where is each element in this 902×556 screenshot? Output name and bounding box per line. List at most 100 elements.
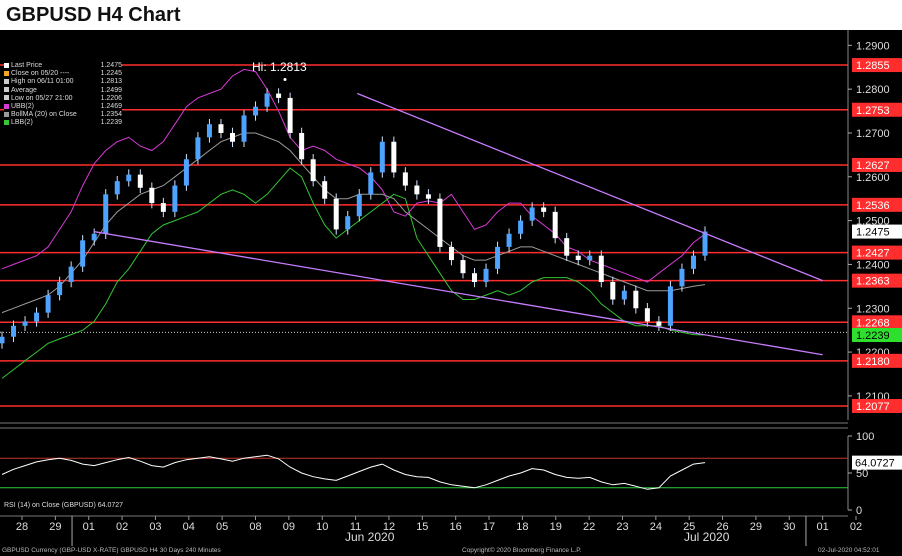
legend-entry-text: Low on 05/27 21:00 (11, 94, 73, 102)
candle-body (564, 238, 570, 256)
legend-entry-label: Average (4, 87, 37, 95)
price-tick-label: 1.2700 (856, 128, 890, 140)
page-title: GBPUSD H4 Chart (0, 0, 902, 30)
footer-center: Copyright© 2020 Bloomberg Finance L.P. (462, 547, 582, 554)
candle-body (506, 233, 512, 247)
candle-body (345, 216, 351, 230)
legend-entry-value: 1.2499 (100, 86, 122, 94)
candle-body (137, 174, 143, 188)
legend-entry-text: UBB(2) (11, 103, 34, 111)
candle-body (103, 194, 109, 234)
footer-right: 02-Jul-2020 04:52:01 (818, 547, 880, 554)
candle-body (368, 172, 374, 195)
legend-entry-label: Low on 05/27 21:00 (4, 95, 73, 103)
lower-bollinger-band (1, 167, 706, 379)
legend-entry-value: 1.2245 (100, 70, 122, 78)
time-tick-label: 17 (483, 521, 495, 533)
candle-body (402, 172, 408, 186)
candle-body (460, 260, 466, 274)
candle-body (218, 124, 224, 133)
time-tick-label: 15 (416, 521, 428, 533)
candle-body (264, 93, 270, 107)
candle-body (183, 159, 189, 186)
time-tick-label: 23 (616, 521, 628, 533)
legend-entry-label: UBB(2) (4, 103, 34, 111)
candle-body (667, 286, 673, 326)
price-level-label: 1.2753 (856, 105, 890, 117)
candle-body (610, 281, 616, 300)
rsi-value-label: 64.0727 (855, 458, 895, 470)
price-level-badge (852, 353, 902, 368)
legend-entry: Close on 05/20 ---- 1.2245 (4, 70, 122, 78)
candle-body (425, 194, 431, 199)
month-label-jun: Jun 2020 (345, 530, 395, 544)
candle-body (621, 290, 627, 300)
candle-body (276, 93, 282, 98)
candle-body (299, 132, 305, 160)
price-level-label: 1.2268 (856, 317, 890, 329)
time-tick-label: 25 (683, 521, 695, 533)
rsi-line (1, 454, 706, 490)
legend-entry-text: Close on 05/20 ---- (11, 70, 70, 78)
chart-legend: Last Price 1.2475 Close on 05/20 ---- 1.224… (4, 62, 122, 128)
legend-entry-value: 1.2206 (100, 94, 122, 102)
legend-entry-value: 1.2469 (100, 103, 122, 111)
month-label-jul: Jul 2020 (684, 530, 730, 544)
legend-entry-text: LBB(2) (11, 119, 33, 127)
candle-body (518, 220, 524, 234)
footer: GBPUSD Currency (GBP-USD X-RATE) GBPUSD … (0, 547, 902, 556)
candle-body (495, 246, 501, 269)
legend-entry: Last Price 1.2475 (4, 62, 122, 70)
legend-entry: Average 1.2499 (4, 87, 122, 95)
gbpusd-h4-chart: 1.29001.28001.27001.26001.25001.24001.23… (0, 30, 902, 546)
price-tick-label: 1.2600 (856, 172, 890, 184)
time-tick-label: 30 (783, 521, 795, 533)
price-level-badge (852, 315, 902, 330)
candle-body (57, 281, 63, 296)
candle-body (80, 240, 86, 267)
legend-swatch (4, 120, 9, 126)
legend-entry-label: High on 06/11 01:00 (4, 78, 74, 86)
time-tick-label: 22 (583, 521, 595, 533)
candle-body (0, 336, 5, 344)
candle-body (483, 268, 489, 282)
legend-entry: BollMA (20) on Close 1.2354 (4, 111, 122, 119)
legend-entry: High on 06/11 01:00 1.2813 (4, 78, 122, 86)
legend-entry-value: 1.2813 (100, 78, 122, 86)
bollinger-moving-average (1, 132, 706, 314)
price-tick-label: 1.2800 (856, 84, 890, 96)
price-tick-label: 1.2900 (856, 40, 890, 52)
legend-entry-text: High on 06/11 01:00 (11, 78, 74, 86)
time-tick-label: 10 (316, 521, 328, 533)
candle-body (598, 255, 604, 282)
price-level-label: 1.2363 (856, 276, 890, 288)
candle-body (34, 312, 40, 322)
legend-swatch (4, 111, 9, 117)
time-tick-label: 02 (116, 521, 128, 533)
candle-body (356, 194, 362, 217)
price-level-badge (852, 58, 902, 73)
legend-entry: LBB(2) 1.2239 (4, 119, 122, 127)
time-tick-label: 11 (350, 521, 361, 533)
rsi-tick-label: 100 (856, 431, 874, 443)
time-tick-label: 26 (716, 521, 728, 533)
time-tick-label: 05 (216, 521, 228, 533)
legend-swatch (4, 79, 9, 85)
candle-body (114, 181, 120, 195)
candle-body (552, 211, 558, 239)
legend-entry-value: 1.2475 (100, 62, 122, 69)
time-tick-label: 03 (149, 521, 161, 533)
candle-body (679, 268, 685, 287)
candle-body (126, 174, 132, 182)
candle-body (310, 159, 316, 182)
high-label: Hi: 1.2813 (252, 60, 307, 74)
candle-body (206, 124, 212, 138)
candle-body (587, 255, 593, 261)
legend-entry-text: BollMA (20) on Close (11, 111, 77, 119)
time-tick-label: 08 (249, 521, 261, 533)
time-tick-label: 16 (450, 521, 462, 533)
legend-entry-label: BollMA (20) on Close (4, 111, 77, 119)
time-tick-label: 01 (83, 521, 95, 533)
time-tick-label: 19 (550, 521, 562, 533)
price-level-badge (852, 398, 902, 413)
